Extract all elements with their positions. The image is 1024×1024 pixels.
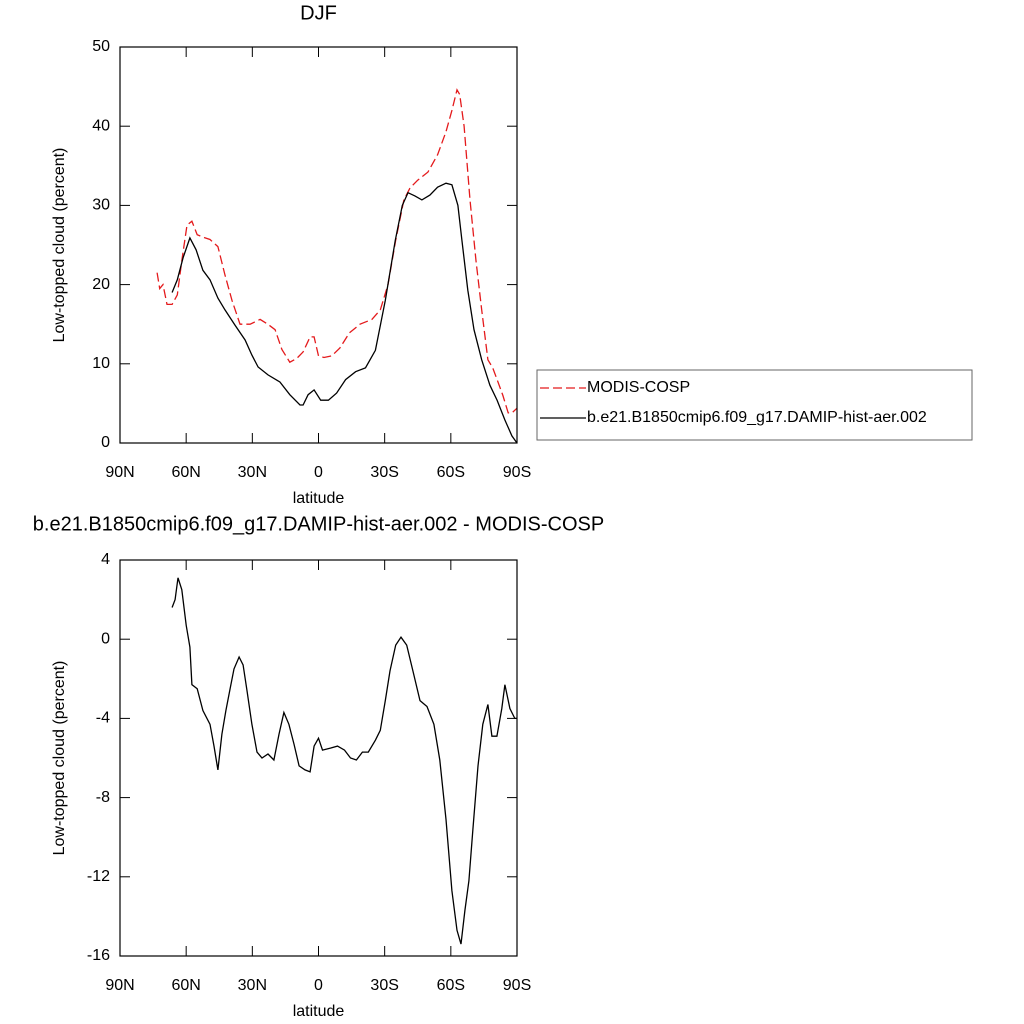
y-axis-label: Low-topped cloud (percent) [51, 661, 68, 856]
x-tick-label: 30N [238, 977, 267, 994]
x-tick-label: 0 [314, 977, 323, 994]
legend-box [536, 369, 973, 441]
plot-frame [119, 559, 518, 957]
y-tick-label: -16 [87, 947, 110, 964]
x-tick-label: 90N [105, 977, 134, 994]
y-tick-label: -4 [96, 710, 110, 727]
legend-label: MODIS-COSP [587, 379, 690, 396]
x-axis-label: latitude [293, 1003, 345, 1020]
x-tick-label: 90S [503, 464, 531, 481]
x-tick-label: 90N [105, 464, 134, 481]
x-tick-label: 90S [503, 977, 531, 994]
x-tick-label: 0 [314, 464, 323, 481]
y-tick-label: 50 [92, 38, 110, 55]
y-axis-label: Low-topped cloud (percent) [51, 148, 68, 343]
x-tick-label: 30N [238, 464, 267, 481]
y-tick-label: 20 [92, 276, 110, 293]
x-tick-label: 60S [437, 977, 465, 994]
x-tick-label: 30S [370, 464, 398, 481]
x-tick-label: 60N [171, 464, 200, 481]
data-line [171, 182, 518, 444]
y-tick-label: 0 [101, 434, 110, 451]
y-tick-label: 0 [101, 630, 110, 647]
y-tick-label: 40 [92, 117, 110, 134]
x-tick-label: 60S [437, 464, 465, 481]
chart-title: b.e21.B1850cmip6.f09_g17.DAMIP-hist-aer.… [33, 513, 604, 535]
y-tick-label: 30 [92, 197, 110, 214]
x-axis-label: latitude [293, 490, 345, 507]
x-tick-label: 60N [171, 977, 200, 994]
x-tick-label: 30S [370, 977, 398, 994]
y-tick-label: 4 [101, 551, 110, 568]
plot-frame [119, 46, 518, 444]
data-line [171, 577, 517, 945]
y-tick-label: 10 [92, 355, 110, 372]
y-tick-label: -12 [87, 868, 110, 885]
y-tick-label: -8 [96, 789, 110, 806]
chart-title: DJF [300, 2, 337, 24]
data-line [156, 88, 518, 414]
legend-label: b.e21.B1850cmip6.f09_g17.DAMIP-hist-aer.… [587, 409, 927, 426]
